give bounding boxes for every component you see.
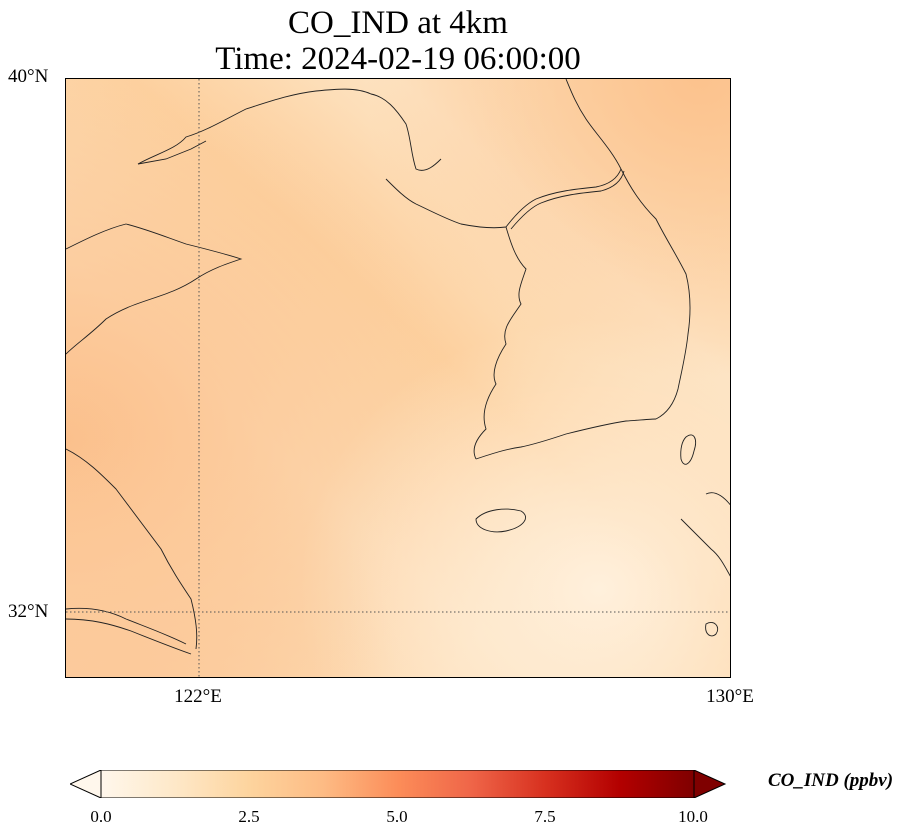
- lat-label-40n: 40°N: [8, 66, 49, 87]
- colorbar-tick-2-5: 2.5: [238, 807, 260, 826]
- map-title: CO_IND at 4km: [288, 5, 508, 41]
- colorbar-label: CO_IND (ppbv): [768, 770, 894, 791]
- colorbar-tick-5: 5.0: [386, 807, 408, 826]
- colorbar-tick-10: 10.0: [678, 807, 708, 826]
- map-subtitle-time: Time: 2024-02-19 06:00:00: [215, 41, 581, 77]
- colorbar-svg: [68, 769, 727, 799]
- coastlines: [66, 79, 730, 655]
- colorbar-extend-min: [68, 769, 102, 799]
- map-canvas: [66, 79, 730, 677]
- colorbar: [68, 769, 730, 803]
- colorbar-extend-max: [693, 769, 727, 799]
- lon-label-130e: 130°E: [706, 686, 754, 707]
- gridlines: [66, 79, 730, 677]
- lat-label-32n: 32°N: [8, 601, 49, 622]
- colorbar-tick-7-5: 7.5: [534, 807, 556, 826]
- lon-label-122e: 122°E: [174, 686, 222, 707]
- map-panel[interactable]: [65, 78, 731, 678]
- co-field-high-southwest: [66, 79, 730, 677]
- colorbar-bar: [100, 769, 695, 799]
- colorbar-tick-0: 0.0: [90, 807, 112, 826]
